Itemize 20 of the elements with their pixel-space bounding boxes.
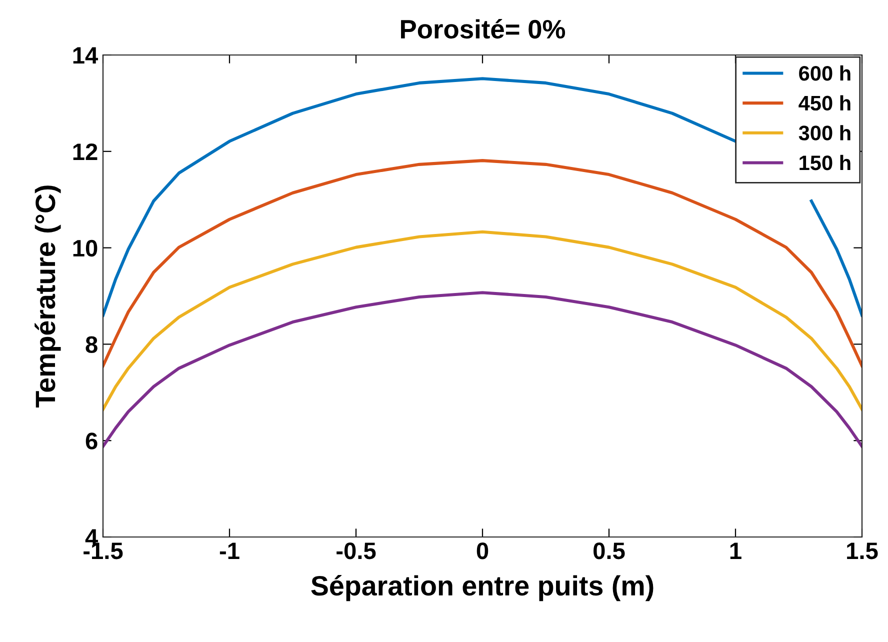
legend-label: 150 h (800, 154, 850, 170)
line-series (103, 230, 862, 411)
x-tick-label: -1 (220, 542, 240, 559)
legend-label: 450 h (798, 95, 850, 111)
y-axis-title: Température (°C) (34, 186, 61, 408)
line-series (103, 291, 862, 448)
chart-title: Porosité= 0% (401, 18, 566, 39)
x-tick-label: 1 (730, 542, 742, 559)
x-tick-label: 0 (476, 542, 488, 560)
y-tick-label: 10 (73, 240, 98, 257)
y-tick-label: 12 (73, 143, 98, 160)
y-tick-label: 14 (73, 47, 98, 64)
x-tick-label: 0.5 (594, 542, 625, 560)
y-tick-label: 6 (86, 432, 98, 450)
x-axis-title: Séparation entre puits (m) (311, 574, 654, 602)
x-tick-label: -0.5 (336, 542, 376, 560)
y-tick-label: 8 (86, 336, 98, 353)
legend-label: 300 h (798, 125, 850, 140)
legend-label: 600 h (799, 65, 850, 81)
x-tick-label: 1.5 (847, 542, 878, 560)
